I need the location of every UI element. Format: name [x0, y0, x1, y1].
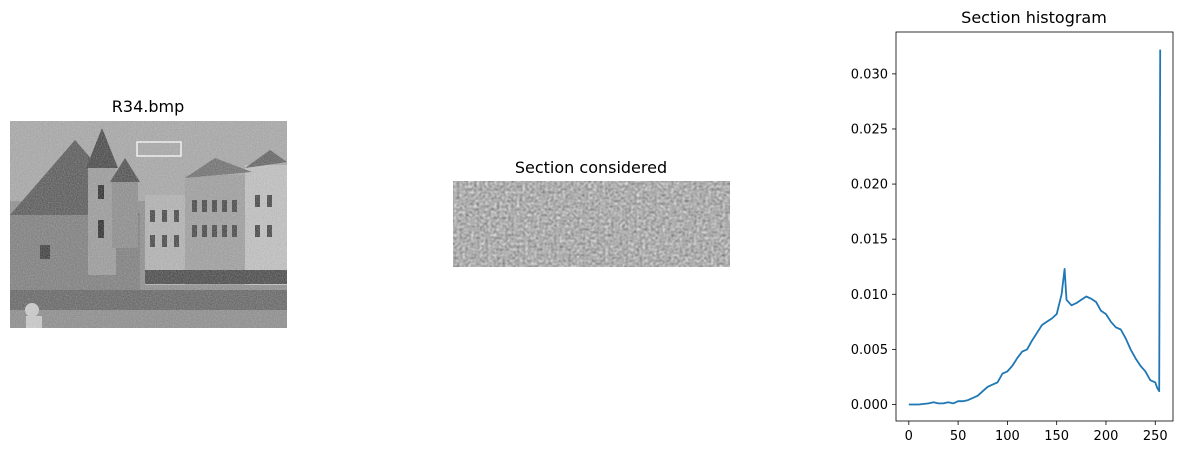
x-tick-label: 200 [1094, 429, 1119, 444]
x-tick-label: 50 [950, 429, 967, 444]
histogram-title: Section histogram [961, 8, 1107, 27]
histogram-line [908, 49, 1162, 406]
selection-box [136, 141, 182, 157]
section-title: Section considered [515, 158, 667, 177]
photo-image [10, 121, 287, 328]
histogram-axes-frame [895, 31, 1174, 422]
y-tick-label: 0.000 [851, 398, 888, 413]
x-axis: 0 50 100 150 200 250 [905, 421, 1168, 444]
x-tick-label: 100 [995, 429, 1020, 444]
y-axis: 0.000 0.005 0.010 0.015 0.020 0.025 0.030 [851, 67, 896, 413]
x-tick-label: 250 [1143, 429, 1168, 444]
y-tick-label: 0.005 [851, 343, 888, 358]
section-panel: Section considered [453, 158, 730, 267]
y-tick-label: 0.030 [851, 67, 888, 82]
y-tick-label: 0.025 [851, 122, 888, 137]
photo-panel: R34.bmp [10, 97, 287, 328]
histogram-panel: Section histogram 0.0000.0050.0100.0150.… [851, 8, 1174, 444]
photo-title: R34.bmp [112, 97, 184, 116]
section-image [453, 181, 730, 267]
x-tick-label: 0 [905, 429, 913, 444]
y-tick-label: 0.010 [851, 288, 888, 303]
x-tick-label: 150 [1044, 429, 1069, 444]
y-tick-label: 0.015 [851, 233, 888, 248]
y-tick-label: 0.020 [851, 178, 888, 193]
